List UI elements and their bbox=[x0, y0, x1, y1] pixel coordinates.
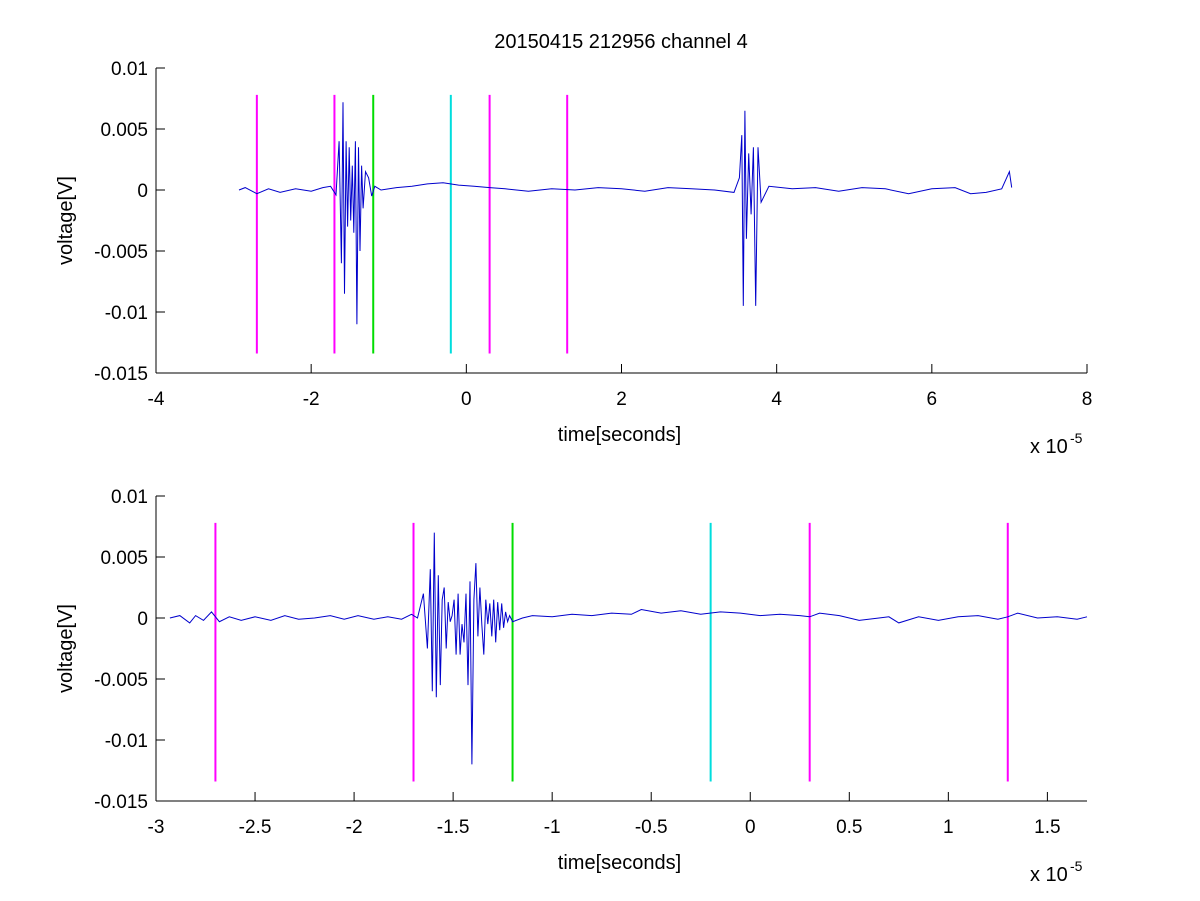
plot1-x-exponent: -5 bbox=[1070, 858, 1083, 874]
plot0-y-tick-label: -0.005 bbox=[94, 242, 148, 263]
plot1-x-tick-label: 0.5 bbox=[836, 817, 862, 838]
plot0-x-tick-label: -2 bbox=[303, 389, 320, 410]
plot1-y-axis-label: voltage[V] bbox=[55, 604, 77, 693]
plot1-x-tick-label: -2 bbox=[346, 817, 363, 838]
plot0-x-tick-label: 2 bbox=[616, 389, 627, 410]
plot1-y-tick-label: -0.01 bbox=[105, 731, 148, 752]
plot0-y-tick-label: 0.005 bbox=[100, 120, 148, 141]
plot1-x-tick-label: -0.5 bbox=[635, 817, 668, 838]
plot0-y-tick-label: -0.015 bbox=[94, 364, 148, 385]
plot1-x-tick-label: 1.5 bbox=[1034, 817, 1060, 838]
plot1-x-axis-label: time[seconds] bbox=[558, 852, 681, 874]
plot0-x-tick-label: -4 bbox=[148, 389, 165, 410]
plot1-x-tick-label: -3 bbox=[148, 817, 165, 838]
plot0-y-tick-label: 0 bbox=[137, 181, 148, 202]
plot1-x-tick-label: -1 bbox=[544, 817, 561, 838]
plot0-x-exponent-label: x 10 bbox=[1030, 436, 1068, 458]
plot1-x-tick-label: -2.5 bbox=[239, 817, 272, 838]
plot1-y-tick-label: -0.015 bbox=[94, 792, 148, 813]
plot0-x-exponent: -5 bbox=[1070, 430, 1083, 446]
plot1-y-tick-label: 0.01 bbox=[111, 487, 148, 508]
plot1-x-tick-label: 1 bbox=[943, 817, 954, 838]
plot0-x-tick-label: 4 bbox=[771, 389, 782, 410]
plot0-y-tick-label: -0.01 bbox=[105, 303, 148, 324]
plot1-y-tick-label: -0.005 bbox=[94, 670, 148, 691]
plot0-x-tick-label: 0 bbox=[461, 389, 472, 410]
plot1-y-tick-label: 0 bbox=[137, 609, 148, 630]
plot1-series-line-0 bbox=[169, 532, 1088, 765]
plot0-x-tick-label: 8 bbox=[1082, 389, 1093, 410]
plot0-y-tick-label: 0.01 bbox=[111, 59, 148, 80]
plot0-y-axis-label: voltage[V] bbox=[55, 176, 77, 265]
plot1-x-exponent-label: x 10 bbox=[1030, 864, 1068, 886]
plot0-x-tick-label: 6 bbox=[927, 389, 938, 410]
bottom-plot: -3 -2.5 -2 -1.5 -1 -0.5 0 0.5 1 1.5 -0.015 -0.01 -0.… bbox=[55, 487, 1088, 886]
top-plot: -4 -2 0 2 4 6 8 -0.015 -0.01 -0.005 0 0.005 0.01 time… bbox=[55, 59, 1092, 458]
plot0-x-axis-label: time[seconds] bbox=[558, 424, 681, 446]
plot-title: 20150415 212956 channel 4 bbox=[494, 31, 748, 53]
plot1-x-tick-label: -1.5 bbox=[437, 817, 470, 838]
plot1-x-tick-label: 0 bbox=[745, 817, 756, 838]
plot1-y-tick-label: 0.005 bbox=[100, 548, 148, 569]
plot0-series-line-0 bbox=[238, 102, 1013, 325]
